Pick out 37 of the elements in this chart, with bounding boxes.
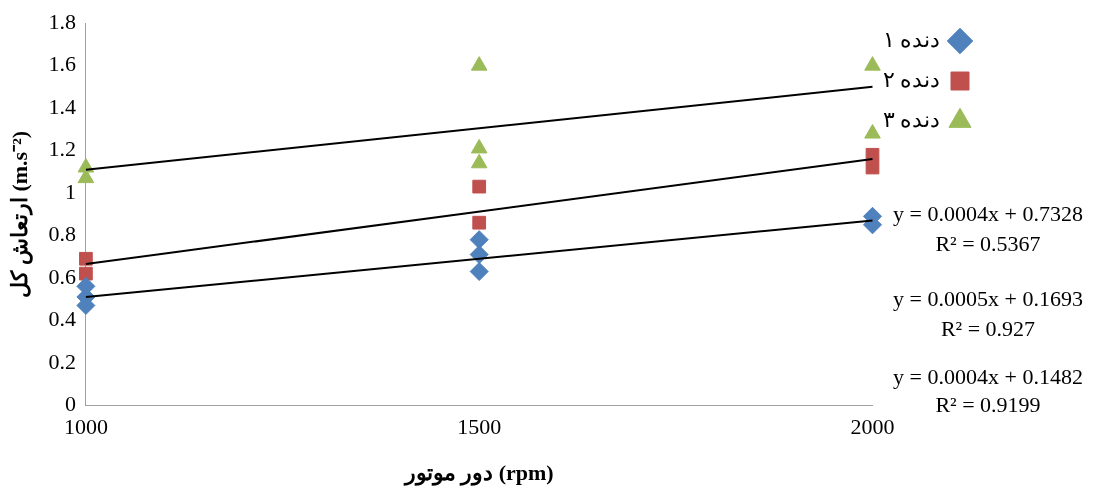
point xyxy=(865,160,880,175)
text: y = 0.0004x + 0.7328 xyxy=(893,200,1083,226)
text: R² = 0.5367 xyxy=(935,230,1041,256)
point xyxy=(472,179,487,194)
y-tick-label: 1 xyxy=(64,178,76,204)
x-tick-label: 1000 xyxy=(63,414,108,440)
y-tick-label: 0 xyxy=(64,390,76,416)
point xyxy=(469,262,489,281)
point xyxy=(864,124,881,139)
y-tick-label: 0.6 xyxy=(48,263,76,289)
point xyxy=(469,230,489,250)
legend-label: دنده ۲ xyxy=(882,66,940,92)
point xyxy=(470,138,488,154)
point xyxy=(864,56,881,71)
y-tick-label: 0.2 xyxy=(48,348,76,374)
point xyxy=(79,266,93,281)
y-tick-label: 1.4 xyxy=(48,93,76,119)
y-axis-title: ارتعاش کل (m.s⁻²) xyxy=(6,130,33,298)
text: y = 0.0005x + 0.1693 xyxy=(893,285,1083,311)
x-tick-label: 2000 xyxy=(850,414,895,440)
point xyxy=(470,56,488,71)
y-tick-label: 1.6 xyxy=(48,51,76,77)
y-tick-label: 0.8 xyxy=(48,221,76,247)
point xyxy=(79,251,93,266)
point xyxy=(865,147,880,162)
y-tick-label: 1.8 xyxy=(48,8,76,34)
point xyxy=(470,153,488,169)
legend-label: دنده ۳ xyxy=(882,106,940,132)
point xyxy=(472,215,487,230)
y-tick-label: 0.4 xyxy=(48,306,76,332)
text: R² = 0.9199 xyxy=(935,391,1041,417)
legend-label: دنده ۱ xyxy=(882,26,940,52)
text: y = 0.0004x + 0.1482 xyxy=(893,363,1083,389)
y-tick-label: 1.2 xyxy=(48,136,76,162)
x-axis-title: دور موتور (rpm) xyxy=(402,460,554,487)
text: R² = 0.927 xyxy=(940,315,1036,341)
x-tick-label: 1500 xyxy=(457,414,502,440)
